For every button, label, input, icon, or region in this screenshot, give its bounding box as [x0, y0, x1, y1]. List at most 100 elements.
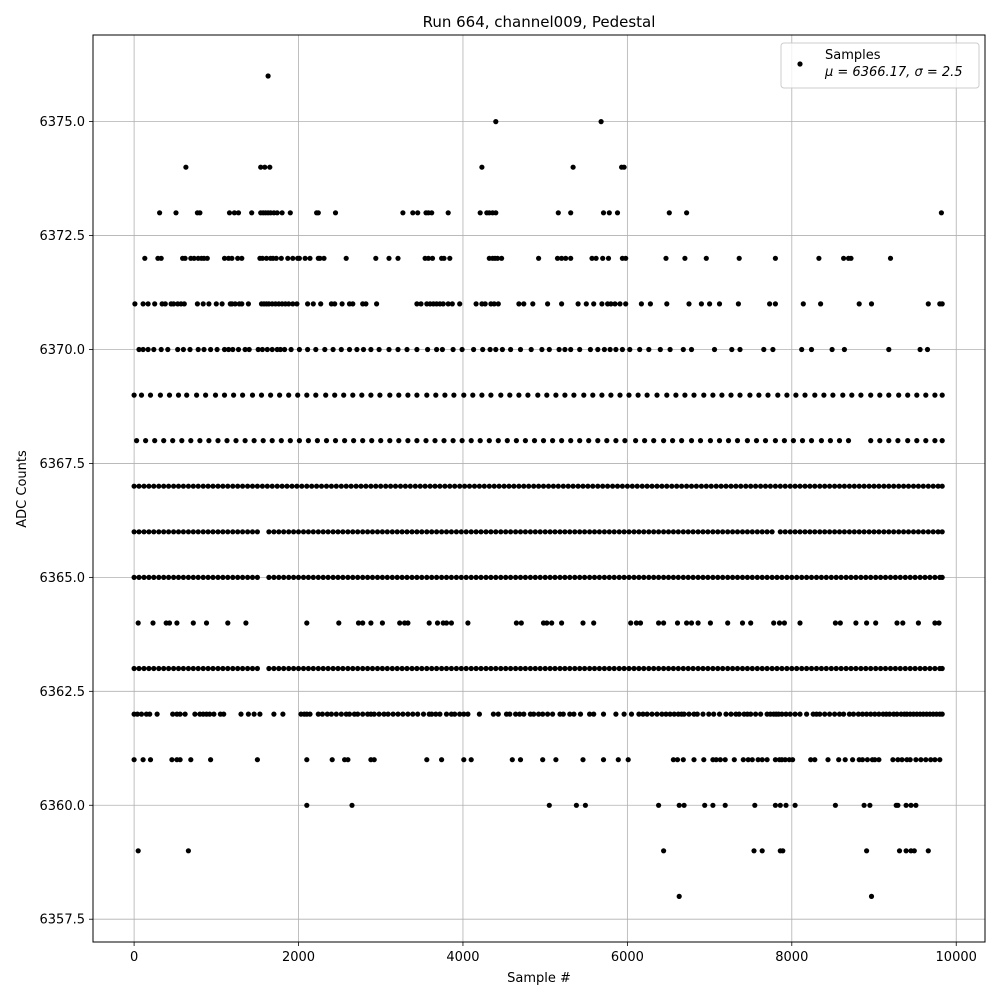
data-point: [419, 529, 425, 535]
data-point: [476, 483, 482, 489]
data-point: [901, 483, 907, 489]
data-point: [204, 255, 210, 261]
data-point: [304, 483, 310, 489]
data-point: [200, 483, 206, 489]
data-point: [552, 574, 558, 581]
data-point: [194, 301, 200, 307]
data-point: [611, 574, 617, 581]
data-point: [221, 711, 227, 717]
data-point: [804, 665, 810, 672]
x-tick-label: 4000: [446, 950, 479, 965]
data-point: [477, 210, 483, 216]
data-point: [767, 301, 773, 307]
data-point: [379, 574, 385, 581]
data-point: [325, 529, 331, 535]
data-point: [777, 529, 783, 535]
data-point: [537, 665, 543, 672]
data-point: [903, 848, 909, 854]
x-tick-label: 0: [130, 950, 138, 965]
data-point: [787, 483, 793, 489]
data-point: [787, 529, 793, 535]
data-point: [749, 574, 755, 581]
data-point: [733, 483, 739, 489]
data-point: [599, 301, 605, 307]
data-point: [780, 848, 786, 854]
data-point: [414, 392, 420, 398]
data-point: [187, 346, 193, 353]
data-point: [434, 620, 441, 626]
data-point: [703, 255, 709, 261]
data-point: [360, 665, 366, 672]
data-point: [468, 574, 474, 581]
data-point: [343, 255, 349, 261]
data-point: [807, 483, 813, 489]
data-point: [710, 574, 716, 581]
data-point: [537, 529, 543, 535]
data-point: [147, 757, 154, 763]
data-point: [635, 392, 641, 398]
data-point: [706, 711, 712, 717]
data-point: [866, 483, 872, 489]
data-point: [132, 301, 138, 307]
data-point: [772, 802, 779, 808]
data-point: [296, 438, 302, 444]
data-point: [131, 483, 137, 489]
data-point: [532, 529, 538, 535]
data-point: [457, 711, 463, 717]
data-point: [623, 255, 629, 261]
data-point: [596, 665, 603, 672]
data-point: [296, 346, 302, 353]
data-point: [457, 483, 463, 489]
data-point: [781, 438, 788, 444]
data-point: [479, 164, 485, 170]
data-point: [360, 346, 367, 353]
data-point: [636, 711, 642, 717]
data-point: [867, 802, 873, 808]
data-point: [550, 483, 557, 489]
data-point: [521, 483, 527, 489]
legend-series-label: Samples: [825, 48, 881, 63]
data-point: [608, 392, 614, 398]
data-point: [681, 711, 687, 717]
data-point: [235, 574, 241, 581]
data-point: [295, 392, 301, 398]
data-point: [471, 483, 478, 489]
data-point: [901, 529, 907, 535]
data-point: [482, 301, 488, 307]
data-point: [360, 711, 366, 717]
data-point: [932, 757, 938, 763]
data-point: [864, 711, 870, 717]
data-point: [622, 438, 628, 444]
data-point: [748, 483, 754, 489]
data-point: [177, 757, 183, 763]
data-point: [450, 346, 456, 353]
data-point: [675, 529, 681, 535]
data-point: [414, 665, 420, 672]
data-point: [295, 529, 302, 535]
data-point: [705, 529, 711, 535]
data-point: [230, 574, 236, 581]
data-point: [868, 392, 874, 398]
data-point: [315, 711, 321, 717]
data-point: [886, 438, 892, 444]
x-tick-label: 6000: [611, 950, 644, 965]
data-point: [838, 665, 844, 672]
data-point: [613, 711, 619, 717]
data-point: [493, 210, 499, 216]
data-point: [591, 301, 597, 307]
data-point: [654, 483, 660, 489]
data-point: [443, 620, 450, 626]
data-point: [928, 757, 934, 763]
data-point: [881, 483, 887, 489]
data-point: [542, 574, 548, 581]
data-point: [235, 529, 241, 535]
data-point: [817, 483, 823, 489]
data-point: [640, 711, 646, 717]
data-point: [136, 529, 142, 535]
data-point: [294, 483, 300, 489]
data-point: [792, 711, 798, 717]
data-point: [858, 392, 864, 398]
data-point: [269, 346, 275, 353]
data-point: [206, 301, 212, 307]
data-point: [151, 665, 157, 672]
